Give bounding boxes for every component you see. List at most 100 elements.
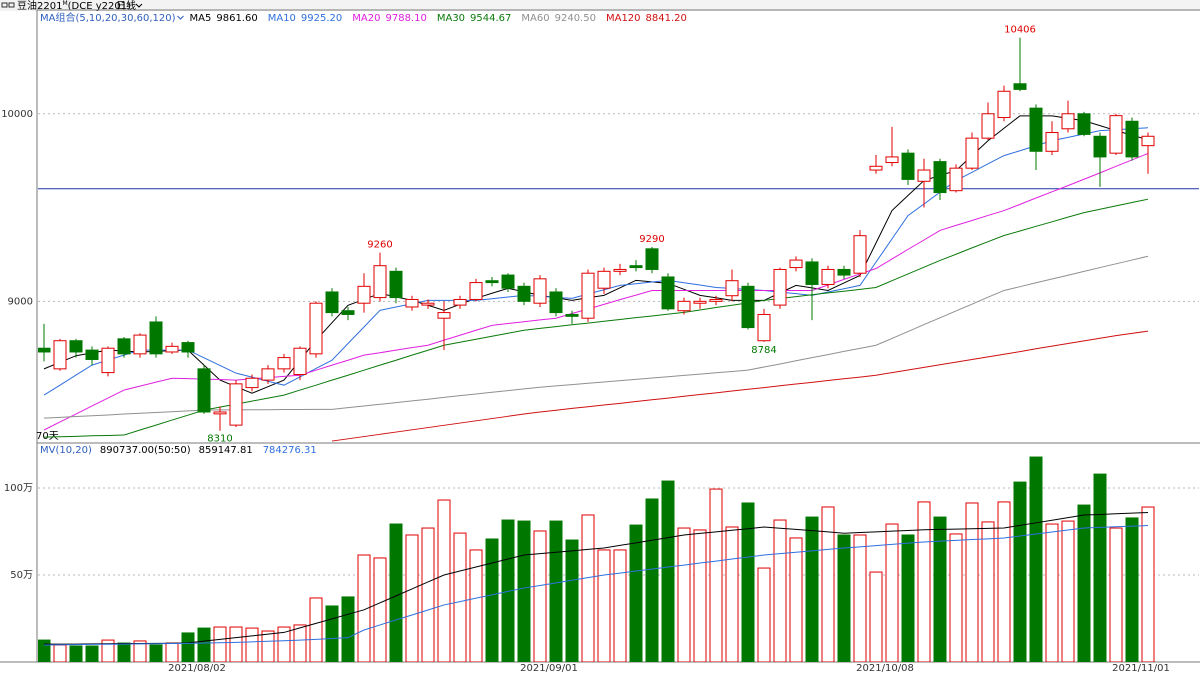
volume-bar: [709, 488, 723, 662]
candle-body: [1141, 135, 1155, 147]
volume-bar: [517, 520, 531, 662]
candle-body: [101, 347, 115, 374]
volume-value: 890737.00(50:50): [100, 445, 191, 456]
volume-bar: [181, 632, 195, 662]
volume-bar: [197, 627, 211, 662]
candle-body: [149, 321, 163, 355]
volume-bar: [1061, 520, 1075, 662]
legend-value: 8841.20: [646, 13, 687, 24]
low-label: 8784: [751, 345, 776, 356]
candle-body: [613, 268, 627, 272]
average-line: [43, 127, 1149, 396]
candle-body: [277, 357, 291, 370]
dropdown-arrow[interactable]: [177, 15, 184, 20]
volume-bar: [165, 642, 179, 662]
volume-bar: [133, 640, 147, 662]
volume-bar: [1045, 523, 1059, 662]
legend-name: MA5: [190, 13, 212, 24]
candle-body: [805, 261, 819, 285]
candle-body: [693, 300, 707, 304]
legend-value: 9861.60: [216, 13, 257, 24]
legend-value: 9925.20: [301, 13, 342, 24]
candle-body: [181, 342, 195, 353]
volume-bar: [1077, 504, 1091, 662]
volume-bar: [1109, 527, 1123, 662]
x-tick-label: 2021/08/02: [168, 663, 226, 674]
candle-body: [1109, 115, 1123, 154]
candle-body: [997, 90, 1011, 119]
legend-value: 9240.50: [555, 13, 596, 24]
volume-bar: [261, 630, 275, 662]
volume-bar: [38, 639, 51, 662]
volume-bar: [581, 514, 595, 662]
volume-bar: [421, 527, 435, 662]
period-selector[interactable]: 日线: [116, 0, 136, 12]
volume-bar: [229, 626, 243, 662]
volume-bar: [661, 480, 675, 662]
candle-body: [853, 235, 867, 274]
candle-body: [389, 270, 403, 299]
toolbar-icon[interactable]: [1, 2, 8, 8]
toolbar: [0, 0, 1200, 11]
y-tick-label: 100万: [4, 483, 33, 494]
volume-bar: [613, 549, 627, 662]
candle-body: [437, 312, 451, 319]
dropdown-arrow[interactable]: [135, 3, 143, 8]
volume-bar: [741, 502, 755, 662]
symbol-code: (DCE y2201): [68, 1, 131, 12]
volume-bar: [325, 605, 339, 662]
candle-body: [245, 377, 259, 389]
candle-body: [325, 291, 339, 314]
candle-body: [549, 291, 563, 314]
volume-bar: [485, 538, 499, 662]
candle-body: [661, 276, 675, 310]
legend-name: MA10: [268, 13, 296, 24]
volume-bar: [469, 549, 483, 662]
candle-body: [629, 265, 643, 269]
candle-body: [469, 282, 483, 300]
candle-body: [1125, 120, 1139, 158]
legend-value: 859147.81: [199, 445, 253, 456]
candle-body: [213, 411, 227, 415]
candle-body: [1045, 132, 1059, 152]
symbol-title[interactable]: 豆油2201M(DCE y2201): [17, 0, 131, 12]
candle-body: [357, 285, 371, 304]
low-label: 8310: [207, 434, 232, 445]
volume-bar: [117, 642, 131, 662]
volume-bar: [437, 499, 451, 662]
average-line: [331, 330, 1149, 442]
volume-bar: [853, 534, 867, 662]
candle-body: [38, 347, 51, 353]
candle-body: [293, 347, 307, 375]
average-line: [43, 255, 1149, 419]
volume-bar: [389, 523, 403, 662]
legend-value: 9544.67: [470, 13, 511, 24]
volume-bar: [149, 644, 163, 662]
volume-bar: [309, 597, 323, 662]
candle-body: [1077, 113, 1091, 135]
volume-bar: [629, 524, 643, 662]
symbol-sup: M: [62, 0, 67, 7]
candle-body: [597, 270, 611, 289]
volume-bar: [453, 532, 467, 662]
high-label: 10406: [1004, 25, 1036, 36]
candle-body: [1013, 83, 1027, 90]
x-tick-label: 2021/10/08: [856, 663, 914, 674]
volume-bar: [1093, 473, 1107, 662]
volume-bar: [837, 534, 851, 662]
volume-bar: [277, 626, 291, 662]
candle-body: [933, 161, 947, 194]
toolbar-icon[interactable]: [8, 2, 15, 8]
volume-bar: [997, 501, 1011, 662]
indicator-title: MV(10,20): [40, 445, 92, 456]
volume-bar: [981, 521, 995, 662]
candle-body: [69, 340, 83, 353]
volume-bar: [357, 554, 371, 662]
average-line: [43, 115, 1149, 394]
candle-body: [709, 298, 723, 302]
candle-body: [373, 265, 387, 299]
high-label: 9290: [639, 234, 664, 245]
volume-bar: [341, 596, 355, 662]
